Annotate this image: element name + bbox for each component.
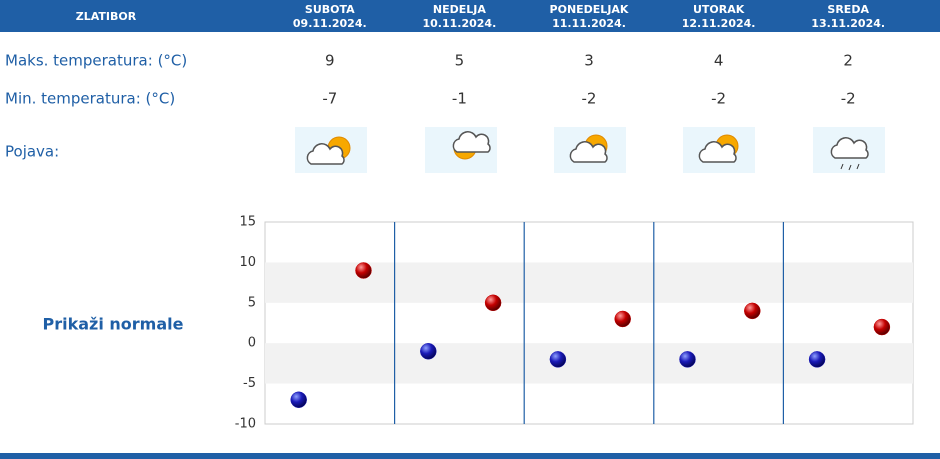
footer-bar xyxy=(0,453,940,459)
day-date: 12.11.2024. xyxy=(682,17,756,30)
max-temp: 3 xyxy=(584,52,594,70)
min-temp: -1 xyxy=(452,90,467,108)
max-point xyxy=(484,294,502,312)
min-temp: -2 xyxy=(711,90,726,108)
max-point xyxy=(744,302,761,320)
weather-icon xyxy=(425,127,497,173)
row-label: Maks. temperatura: (°C) xyxy=(5,52,187,70)
min-temp: -2 xyxy=(582,90,597,108)
weather-icon xyxy=(813,127,885,173)
y-tick-label: 15 xyxy=(239,215,256,230)
day-name: SREDA xyxy=(827,3,869,16)
day-date: 10.11.2024. xyxy=(423,17,497,30)
min-point xyxy=(420,343,437,360)
max-point xyxy=(614,310,631,328)
day-date: 09.11.2024. xyxy=(293,17,367,30)
min-temp: -2 xyxy=(841,90,856,108)
max-temp: 5 xyxy=(455,52,465,70)
grid-band xyxy=(265,262,913,303)
min-point xyxy=(290,391,307,409)
header-bar xyxy=(0,0,940,32)
day-name: NEDELJA xyxy=(433,3,486,16)
plot-area xyxy=(264,221,914,425)
normals-link[interactable]: Prikaži normale xyxy=(43,315,184,334)
day-name: PONEDELJAK xyxy=(550,3,629,16)
y-tick-label: 10 xyxy=(239,255,256,270)
weather-icon xyxy=(295,127,367,173)
day-date: 13.11.2024. xyxy=(811,17,885,30)
max-point xyxy=(873,318,891,336)
day-name: SUBOTA xyxy=(305,3,355,16)
location: ZLATIBOR xyxy=(76,10,137,23)
max-point xyxy=(355,262,372,279)
max-temp: 9 xyxy=(325,52,335,70)
row-label: Pojava: xyxy=(5,143,59,161)
min-point xyxy=(549,351,567,368)
grid-band xyxy=(265,343,913,384)
max-temp: 4 xyxy=(714,52,724,70)
weather-icon xyxy=(554,127,626,173)
y-tick-label: -5 xyxy=(243,376,256,391)
row-label: Min. temperatura: (°C) xyxy=(5,90,175,108)
min-point xyxy=(808,351,826,368)
day-date: 11.11.2024. xyxy=(552,17,626,30)
y-tick-label: -10 xyxy=(235,417,256,432)
min-temp: -7 xyxy=(322,90,337,108)
weather-icon xyxy=(683,127,755,173)
y-tick-label: 0 xyxy=(248,336,256,351)
day-name: UTORAK xyxy=(693,3,745,16)
max-temp: 2 xyxy=(843,52,853,70)
y-tick-label: 5 xyxy=(248,295,256,310)
min-point xyxy=(679,351,696,368)
